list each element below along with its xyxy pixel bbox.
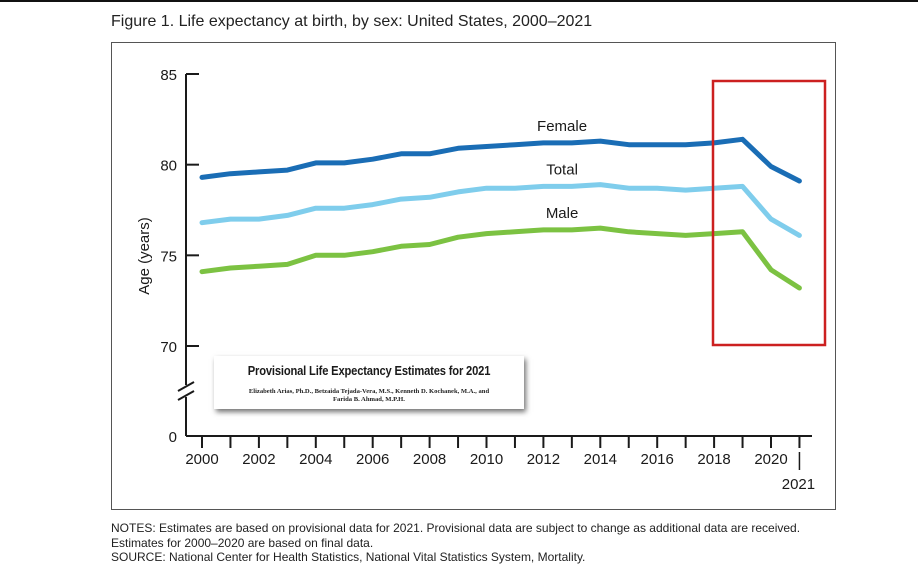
x-tick-label: 2021 bbox=[782, 476, 815, 493]
y-tick-label: 70 bbox=[160, 339, 177, 356]
axis-break-mark-1 bbox=[177, 381, 195, 392]
x-tick-label: 2020 bbox=[754, 451, 787, 468]
x-tick-label: 2002 bbox=[242, 451, 275, 468]
x-tick-label: 2018 bbox=[697, 451, 730, 468]
figure-notes: NOTES: Estimates are based on provisiona… bbox=[111, 521, 891, 565]
note-line-2: Estimates for 2000–2020 are based on fin… bbox=[111, 535, 374, 550]
x-tick-label: 2008 bbox=[413, 451, 446, 468]
y-tick-label: 0 bbox=[169, 429, 177, 446]
chart-frame bbox=[111, 42, 836, 510]
x-tick-label: 2012 bbox=[527, 451, 560, 468]
series-line-female bbox=[199, 136, 802, 184]
inset-authors-line1: Elizabeth Arias, Ph.D., Betzaida Tejada-… bbox=[248, 388, 490, 395]
axis-break-mark-2 bbox=[177, 390, 195, 401]
x-tick-label: 2000 bbox=[185, 451, 218, 468]
y-tick-label: 80 bbox=[160, 158, 177, 175]
highlight-box bbox=[711, 79, 827, 347]
series-line-male bbox=[199, 225, 802, 291]
y-axis-title: Age (years) bbox=[136, 217, 153, 295]
note-line-1: NOTES: Estimates are based on provisiona… bbox=[111, 521, 801, 535]
series-label-male: Male bbox=[546, 205, 579, 222]
inset-title: Provisional Life Expectancy Estimates fo… bbox=[247, 363, 491, 378]
inset-authors: Elizabeth Arias, Ph.D., Betzaida Tejada-… bbox=[214, 388, 524, 404]
report-cover-inset: Provisional Life Expectancy Estimates fo… bbox=[214, 356, 524, 409]
inset-authors-line2: Farida B. Ahmad, M.P.H. bbox=[333, 396, 405, 403]
y-tick-label: 85 bbox=[160, 67, 177, 84]
source-line: SOURCE: National Center for Health Stati… bbox=[111, 550, 586, 564]
series-label-female: Female bbox=[537, 118, 587, 135]
top-border bbox=[0, 0, 918, 2]
x-tick-label: 2004 bbox=[299, 451, 332, 468]
x-tick-label: 2010 bbox=[470, 451, 503, 468]
series-line-total bbox=[199, 182, 802, 238]
x-tick-label: 2006 bbox=[356, 451, 389, 468]
figure-title: Figure 1. Life expectancy at birth, by s… bbox=[111, 13, 593, 30]
x-tick-label: 2016 bbox=[641, 451, 674, 468]
x-tick-label: 2014 bbox=[584, 451, 617, 468]
series-label-total: Total bbox=[546, 161, 578, 178]
y-tick-label: 75 bbox=[160, 248, 177, 265]
